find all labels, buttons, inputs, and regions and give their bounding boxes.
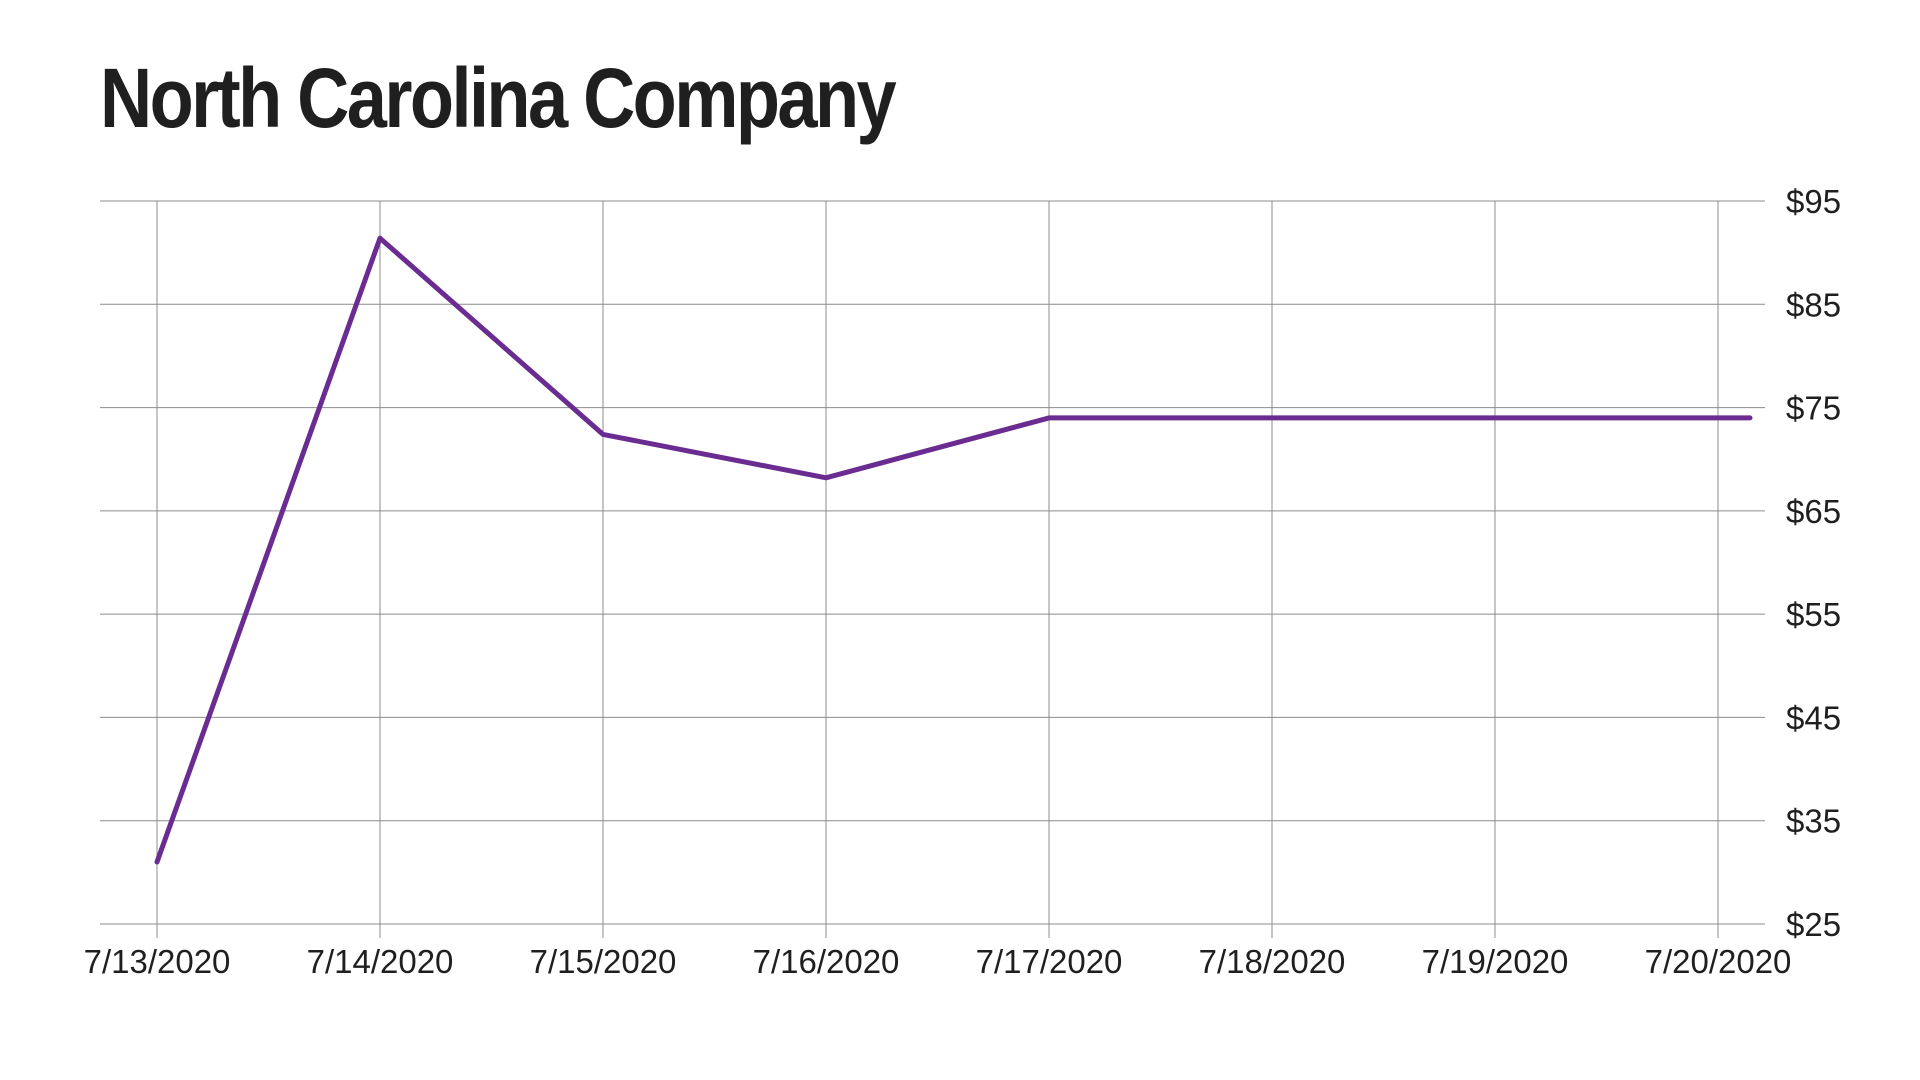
y-tick-label: $75 (1786, 390, 1841, 427)
y-tick-label: $95 (1786, 183, 1841, 220)
x-tick-label: 7/16/2020 (753, 943, 900, 980)
y-tick-label: $65 (1786, 493, 1841, 530)
chart-title: North Carolina Company (100, 51, 897, 145)
x-tick-label: 7/15/2020 (530, 943, 677, 980)
y-axis-tick-labels: $95 $85 $75 $65 $55 $45 $35 $25 (1786, 183, 1841, 943)
x-tick-label: 7/18/2020 (1199, 943, 1346, 980)
grid-lines (100, 200, 1765, 938)
x-tick-label: 7/20/2020 (1645, 943, 1792, 980)
y-tick-label: $85 (1786, 286, 1841, 323)
y-tick-label: $25 (1786, 906, 1841, 943)
x-tick-label: 7/19/2020 (1422, 943, 1569, 980)
y-tick-label: $55 (1786, 596, 1841, 633)
series-line (154, 235, 1753, 865)
y-tick-label: $45 (1786, 699, 1841, 736)
y-tick-label: $35 (1786, 803, 1841, 840)
x-axis-tick-labels: 7/13/2020 7/14/2020 7/15/2020 7/16/2020 7/17… (84, 943, 1792, 980)
series-lines (154, 235, 1753, 865)
x-tick-label: 7/14/2020 (307, 943, 454, 980)
x-tick-label: 7/17/2020 (976, 943, 1123, 980)
x-tick-label: 7/13/2020 (84, 943, 231, 980)
